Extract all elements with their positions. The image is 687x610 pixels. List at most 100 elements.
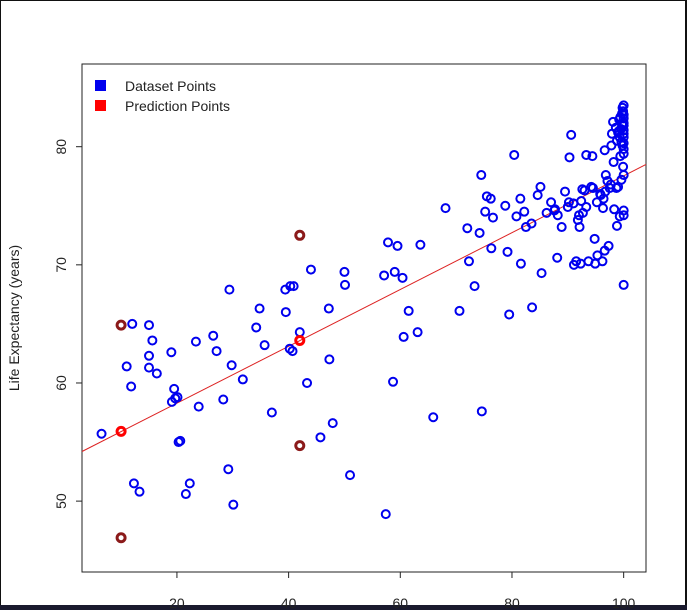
dataset-point [412,327,423,338]
dataset-point [462,223,473,234]
dataset-point [127,318,138,329]
dataset-point [599,145,610,156]
dataset-point [587,151,598,162]
dataset-point [597,256,608,267]
dataset-point [128,478,139,489]
dataset-point [151,368,162,379]
dataset-point [397,272,408,283]
dataset-point [581,201,592,212]
dataset-point [589,233,600,244]
dataset-point [266,407,277,418]
dataset-point [618,100,629,111]
dataset-point [388,376,399,387]
dataset-point [581,149,592,160]
dataset-point [600,170,611,181]
dataset-point [618,161,629,172]
y-tick-label: 70 [53,257,69,273]
plot-area [81,63,647,573]
dataset-point [403,305,414,316]
x-tick-label: 60 [393,595,409,610]
legend-label-dataset: Dataset Points [125,78,216,94]
dataset-point [398,331,409,342]
dataset-point [193,401,204,412]
dataset-point [527,302,538,313]
dataset-point [237,374,248,385]
dataset-point [144,320,155,331]
dataset-point [288,281,299,292]
dataset-point [618,205,629,216]
dataset-point [576,196,587,207]
dataset-point [486,243,497,254]
dataset-point [587,183,598,194]
dataset-point [96,428,107,439]
prediction-point [115,425,127,437]
prediction-bound-point [294,229,306,241]
dataset-point [166,347,177,358]
dataset-point [392,240,403,251]
dataset-point [509,149,520,160]
dataset-point [608,157,619,168]
y-tick-label: 80 [53,139,69,155]
dataset-point [563,197,574,208]
dataset-point [259,340,270,351]
x-tick-label: 40 [281,595,297,610]
x-tick-label: 80 [504,595,520,610]
dataset-point [380,509,391,520]
dataset-point [305,264,316,275]
dataset-point [574,222,585,233]
frame-right-border [685,0,687,610]
dataset-point [144,362,155,373]
dataset-point [500,200,511,211]
dataset-point [592,250,603,261]
dataset-point [618,148,629,159]
dataset-point [226,360,237,371]
dataset-point [345,470,356,481]
dataset-point [180,489,191,500]
dataset-point [598,203,609,214]
dataset-point [302,377,313,388]
dataset-point [560,186,571,197]
dataset-point [618,113,629,124]
dataset-point [327,418,338,429]
dataset-point [323,303,334,314]
dataset-point [454,305,465,316]
dataset-point [532,190,543,201]
dataset-point [618,144,629,155]
x-tick-label: 100 [612,595,636,610]
dataset-point [147,335,158,346]
dataset-point [208,330,219,341]
legend-swatch-prediction [95,100,106,111]
dataset-point [428,412,439,423]
y-axis-title: Life Expectancy (years) [6,245,22,391]
dataset-point [339,266,350,277]
dataset-point [526,218,537,229]
dataset-point [144,350,155,361]
dataset-point [476,406,487,417]
dataset-point [172,392,183,403]
dataset-point [126,381,137,392]
dataset-point [211,346,222,357]
prediction-bound-point [294,440,306,452]
dataset-point [552,210,563,221]
dataset-point [134,486,145,497]
dataset-point [184,478,195,489]
dataset-point [474,227,485,238]
dataset-point [224,284,235,295]
dataset-point [218,394,229,405]
dataset-point [618,210,629,221]
dataset-point [485,193,496,204]
dataset-point [609,204,620,215]
dataset-point [169,383,180,394]
y-tick-label: 50 [53,493,69,509]
dataset-point [340,279,351,290]
dataset-point [440,203,451,214]
x-tick-label: 20 [169,595,185,610]
dataset-point [175,435,186,446]
dataset-point [223,464,234,475]
dataset-point [618,170,629,181]
dataset-point [254,303,265,314]
frame-bottom-border [0,605,687,610]
legend-label-prediction: Prediction Points [125,98,230,114]
dataset-point [618,279,629,290]
dataset-point [280,307,291,318]
